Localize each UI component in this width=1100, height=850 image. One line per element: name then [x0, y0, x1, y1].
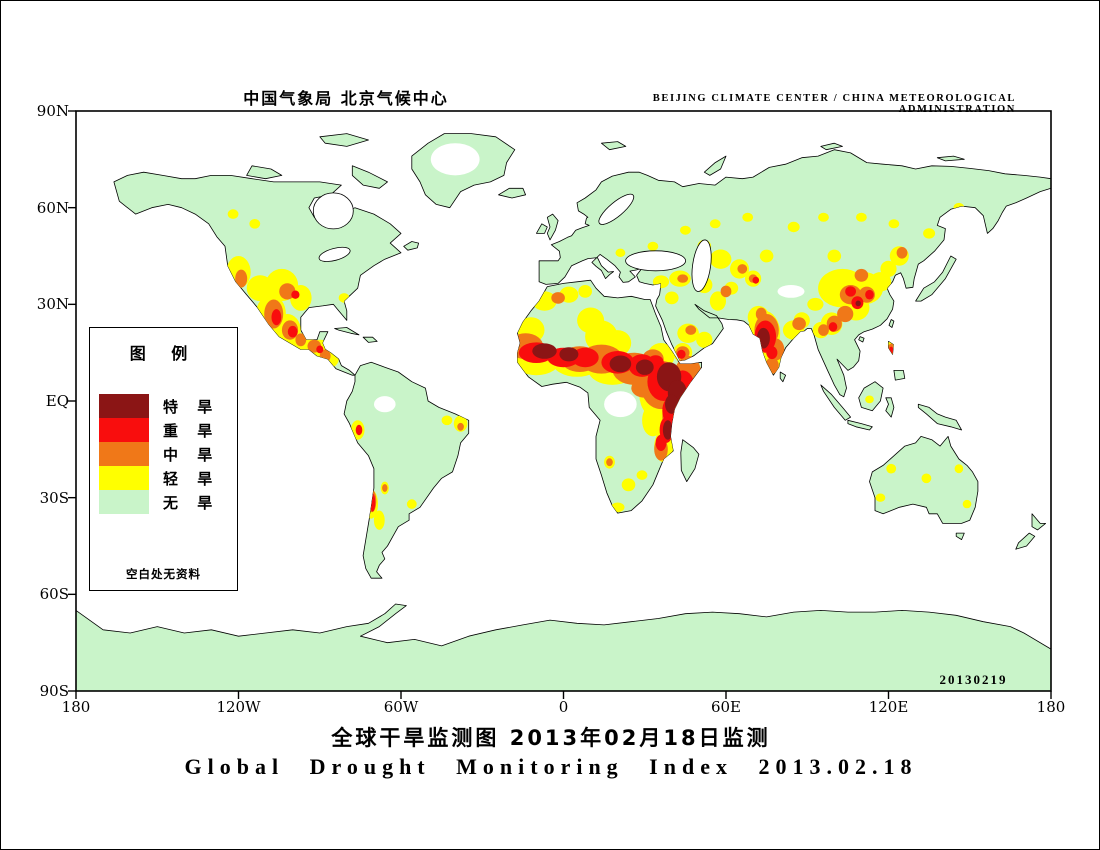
legend-swatch-none: [99, 490, 149, 514]
lat-label: 30N: [36, 295, 69, 314]
legend-row: 轻 旱: [99, 466, 219, 490]
legend-label: 特 旱: [163, 397, 220, 416]
map-date-stamp: 20130219: [939, 672, 1008, 687]
lon-label: 120W: [216, 698, 261, 716]
lat-label: 90S: [39, 682, 69, 700]
legend-swatch-moderate: [99, 442, 149, 466]
legend-title: 图 例: [129, 344, 198, 363]
legend-label: 重 旱: [163, 421, 220, 440]
legend-rows: 特 旱重 旱中 旱轻 旱无 旱: [99, 394, 219, 514]
header-agency-english: BEIJING CLIMATE CENTER / CHINA METEOROLO…: [652, 93, 1016, 115]
lon-label: 60E: [710, 698, 742, 716]
lat-label: EQ: [45, 392, 69, 410]
legend-row: 特 旱: [99, 394, 219, 418]
map-title-english: Global Drought Monitoring Index 2013.02.…: [184, 754, 918, 779]
legend-label: 中 旱: [163, 445, 220, 464]
legend-swatch-extreme: [99, 394, 149, 418]
lon-label: 120E: [868, 698, 909, 716]
legend-swatch-light: [99, 466, 149, 490]
legend-row: 中 旱: [99, 442, 219, 466]
legend-box: 图 例 特 旱重 旱中 旱轻 旱无 旱 空白处无资料: [89, 327, 238, 591]
lon-label: 0: [558, 698, 569, 716]
legend-swatch-severe: [99, 418, 149, 442]
lat-label: 90N: [36, 102, 69, 120]
legend-label: 无 旱: [163, 493, 220, 512]
header-agency-chinese: 中国气象局 北京气候中心: [243, 89, 449, 108]
lon-label: 180: [1036, 698, 1066, 716]
legend-row: 无 旱: [99, 490, 219, 514]
lon-label: 60W: [383, 698, 419, 716]
lat-label: 30S: [39, 488, 69, 507]
lat-label: 60N: [36, 198, 69, 217]
lat-label: 60S: [39, 585, 69, 604]
map-title-chinese: 全球干旱监测图 2013年02月18日监测: [331, 726, 771, 750]
lon-label: 180: [61, 698, 91, 716]
legend-no-data-note: 空白处无资料: [126, 567, 201, 581]
legend-label: 轻 旱: [163, 469, 220, 488]
legend-row: 重 旱: [99, 418, 219, 442]
